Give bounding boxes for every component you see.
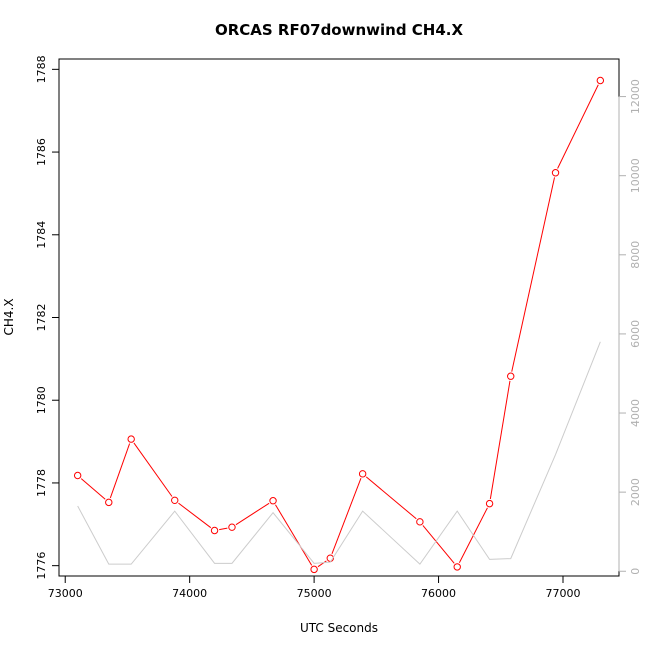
series-line-segment bbox=[275, 504, 313, 566]
series-line-segment bbox=[331, 478, 362, 555]
x-axis-label: UTC Seconds bbox=[300, 621, 378, 635]
y-tick-label: 1784 bbox=[35, 221, 48, 249]
data-point bbox=[507, 372, 515, 380]
data-point bbox=[228, 523, 236, 531]
y2-tick-label: 6000 bbox=[629, 320, 642, 348]
y2-tick-label: 0 bbox=[629, 568, 642, 575]
x-tick-label: 76000 bbox=[421, 587, 456, 600]
y-tick-label: 1782 bbox=[35, 304, 48, 332]
x-tick-label: 74000 bbox=[172, 587, 207, 600]
series-line-segment bbox=[133, 442, 173, 497]
data-point bbox=[551, 169, 560, 177]
series-line-segment bbox=[80, 478, 106, 500]
y-tick-label: 1778 bbox=[35, 469, 48, 497]
y2-tick-label: 12000 bbox=[629, 79, 642, 114]
axes: 73000 74000 75000 76000 77000 1776 1778 1780 178… bbox=[35, 55, 642, 600]
series-line-segment bbox=[511, 177, 556, 372]
y-tick-label: 1786 bbox=[35, 138, 48, 166]
y2-tick-label: 10000 bbox=[629, 158, 642, 193]
data-point bbox=[269, 497, 277, 505]
series-line-segment bbox=[365, 476, 417, 520]
series-line-segment bbox=[109, 443, 131, 499]
series-line-segment bbox=[422, 525, 455, 564]
series-line-segment bbox=[235, 502, 270, 526]
data-point bbox=[453, 563, 461, 571]
data-point bbox=[105, 498, 113, 507]
series-line-segment bbox=[219, 527, 228, 531]
y-tick-label: 1780 bbox=[35, 386, 48, 414]
series-line-grey bbox=[77, 341, 601, 565]
chart-title: ORCAS RF07downwind CH4.X bbox=[215, 21, 464, 39]
y-tick-label: 1788 bbox=[35, 55, 48, 83]
data-point bbox=[485, 499, 494, 508]
x-tick-label: 73000 bbox=[48, 587, 83, 600]
series-line-segment bbox=[489, 380, 511, 500]
y-axis-label: CH4.X bbox=[2, 298, 16, 335]
data-point bbox=[210, 526, 219, 535]
series-line-segment bbox=[557, 84, 599, 169]
data-point bbox=[310, 565, 318, 574]
y2-tick-label: 8000 bbox=[629, 241, 642, 269]
y2-tick-label: 4000 bbox=[629, 399, 642, 427]
data-point bbox=[416, 518, 424, 526]
data-point bbox=[358, 470, 367, 478]
data-point bbox=[596, 76, 605, 85]
x-tick-label: 75000 bbox=[297, 587, 332, 600]
y-tick-label: 1776 bbox=[35, 552, 48, 580]
data-point bbox=[171, 496, 179, 505]
series-layer bbox=[73, 76, 605, 574]
series-line-segment bbox=[178, 502, 212, 529]
data-point bbox=[127, 435, 135, 443]
x-tick-label: 77000 bbox=[546, 587, 581, 600]
data-point bbox=[73, 471, 82, 480]
series-line-segment bbox=[317, 560, 327, 568]
y2-tick-label: 2000 bbox=[629, 478, 642, 506]
